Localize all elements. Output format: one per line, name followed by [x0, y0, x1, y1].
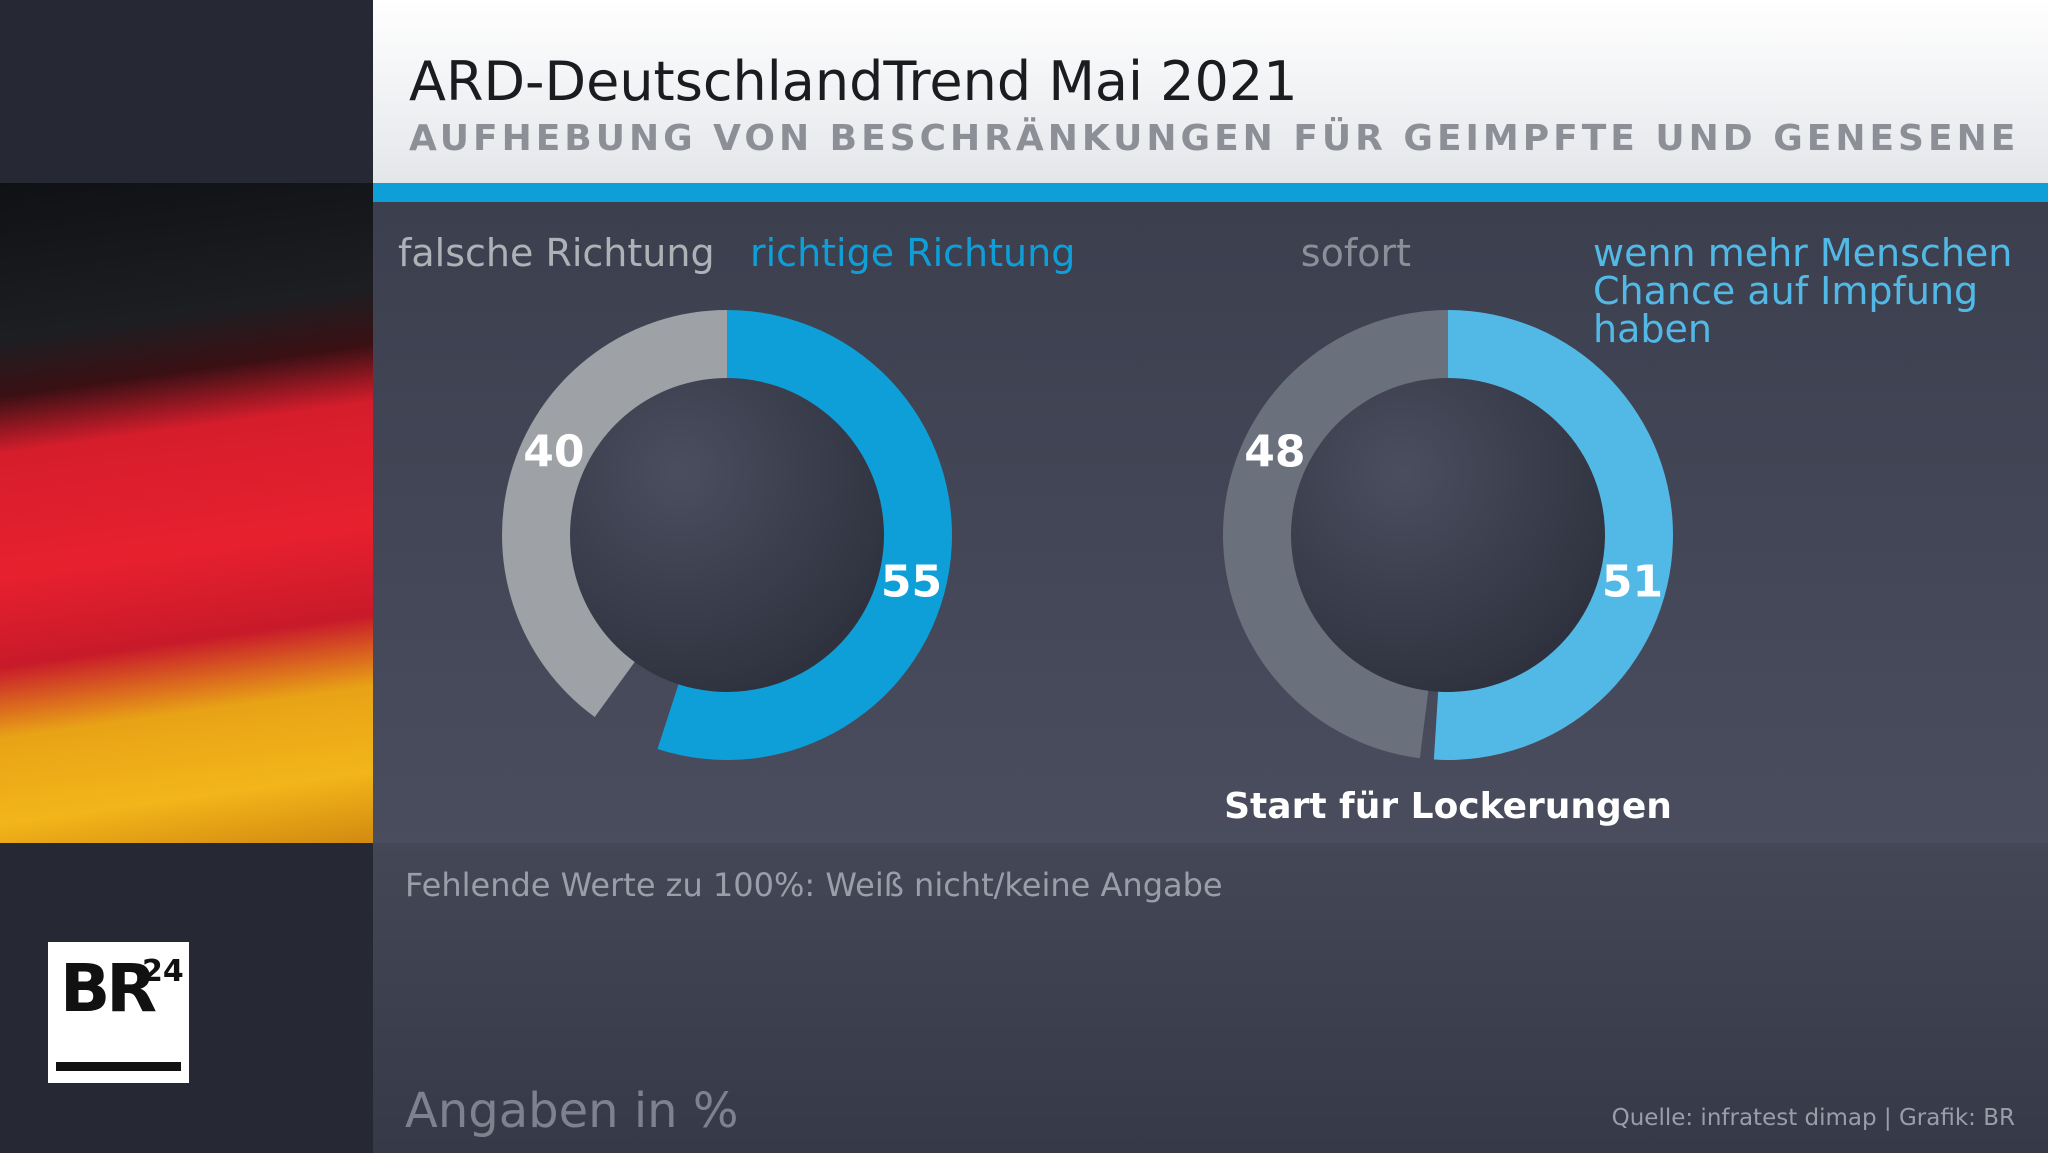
logo: BR 24 — [48, 942, 189, 1083]
accent-bar — [373, 183, 2048, 202]
logo-bar — [56, 1062, 181, 1071]
donut-segment — [1433, 310, 1673, 760]
header — [373, 0, 2048, 183]
logo-superscript: 24 — [142, 954, 184, 989]
donut-segment — [502, 310, 727, 718]
category-label: falsche Richtung — [398, 231, 715, 275]
subtitle: AUFHEBUNG VON BESCHRÄNKUNGEN FÜR GEIMPFT… — [409, 118, 2020, 159]
value-label: 40 — [523, 426, 584, 477]
value-label: 48 — [1244, 426, 1305, 477]
source: Quelle: infratest dimap | Grafik: BR — [1611, 1105, 2015, 1131]
value-label: 55 — [881, 556, 942, 607]
donut-hole — [570, 378, 884, 692]
flag-image — [0, 183, 373, 843]
category-label: richtige Richtung — [750, 231, 1076, 275]
category-label: wenn mehr Menschen Chance auf Impfung ha… — [1593, 231, 2013, 351]
footnote: Fehlende Werte zu 100%: Weiß nicht/keine… — [405, 866, 1223, 904]
donut-hole — [1291, 378, 1605, 692]
chart-caption: Start für Lockerungen — [1224, 786, 1672, 827]
category-label: sofort — [1300, 231, 1411, 275]
title: ARD-DeutschlandTrend Mai 2021 — [409, 50, 1298, 113]
value-label: 51 — [1602, 556, 1663, 607]
donut-segment — [1222, 310, 1448, 759]
logo-text: BR — [60, 950, 157, 1027]
units-note: Angaben in % — [405, 1083, 739, 1139]
footer-area — [373, 843, 2048, 1153]
donut-segment — [657, 310, 952, 760]
